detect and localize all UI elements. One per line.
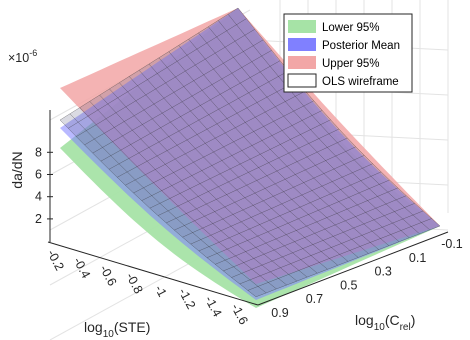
ste-tick-label: -0.6: [97, 263, 119, 289]
wire-line: [218, 20, 420, 235]
z-tick-label: 6: [35, 168, 42, 182]
ste-tick-label: -1: [152, 283, 170, 299]
legend: Lower 95% Posterior Mean Upper 95% OLS wire…: [283, 13, 413, 93]
crel-tick-label: 0.1: [409, 251, 426, 265]
wire-line: [69, 113, 267, 294]
wire-line: [188, 38, 390, 246]
crel-axis-line: [257, 231, 449, 306]
z-multiplier-exponent: -6: [29, 48, 37, 58]
wire-line: [168, 51, 369, 254]
legend-swatch: [287, 73, 317, 88]
ste-tick-label: -1.4: [202, 294, 224, 320]
ste-tick-label: -1.6: [228, 301, 250, 327]
wire-line: [59, 119, 257, 297]
crel-tick-label: -0.1: [441, 237, 463, 251]
ste-axis-line: [47, 241, 259, 306]
wire-line: [109, 88, 308, 278]
legend-entry-label: Upper 95%: [322, 58, 380, 70]
wire-line: [237, 7, 441, 227]
crel-tick-label: 0.7: [306, 292, 323, 306]
wire-line: [178, 45, 379, 250]
ste-tick-label: -1.2: [176, 286, 198, 312]
crel-axis-label: log10(Crel): [355, 312, 415, 333]
wire-line: [129, 76, 328, 270]
wire-line: [99, 94, 298, 282]
wire-line: [89, 101, 287, 286]
wire-line: [138, 70, 338, 266]
z-tick-label: 2: [35, 212, 42, 226]
surface-ols-wireframe: [59, 7, 441, 298]
wire-line: [148, 63, 349, 262]
legend-swatch: [288, 56, 316, 69]
legend-swatch: [288, 38, 316, 51]
surface-ols-wireframe-face: [60, 8, 440, 297]
surface-plot: [59, 7, 441, 308]
wire-line: [79, 107, 277, 290]
crel-tick-label: 0.5: [340, 278, 357, 292]
wire-line: [119, 82, 318, 274]
ste-axis-label: log10(STE): [84, 319, 150, 340]
surface-posterior-mean-face: [60, 8, 440, 300]
ste-tick-label: -0.8: [123, 270, 145, 296]
wire-line: [198, 32, 400, 242]
wire-line: [208, 26, 410, 238]
z-tick-label: 8: [35, 145, 42, 159]
wire-line: [158, 57, 359, 258]
crel-tick-label: 0.3: [375, 265, 392, 279]
legend-entry-label: Lower 95%: [322, 22, 380, 34]
z-axis-label: da/dN: [9, 151, 25, 188]
legend-swatch: [288, 20, 316, 33]
crel-tick-label: 0.9: [271, 306, 288, 320]
z-multiplier: ×10-6: [8, 48, 37, 65]
wire-line: [227, 14, 430, 231]
ste-tick-label: -0.4: [71, 255, 93, 281]
z-tick-label: 4: [35, 190, 42, 204]
surface-posterior-mean: [60, 8, 440, 300]
legend-entry-label: Posterior Mean: [322, 40, 400, 52]
legend-entry-label: OLS wireframe: [322, 76, 399, 88]
ste-tick-label: -0.2: [44, 247, 66, 273]
